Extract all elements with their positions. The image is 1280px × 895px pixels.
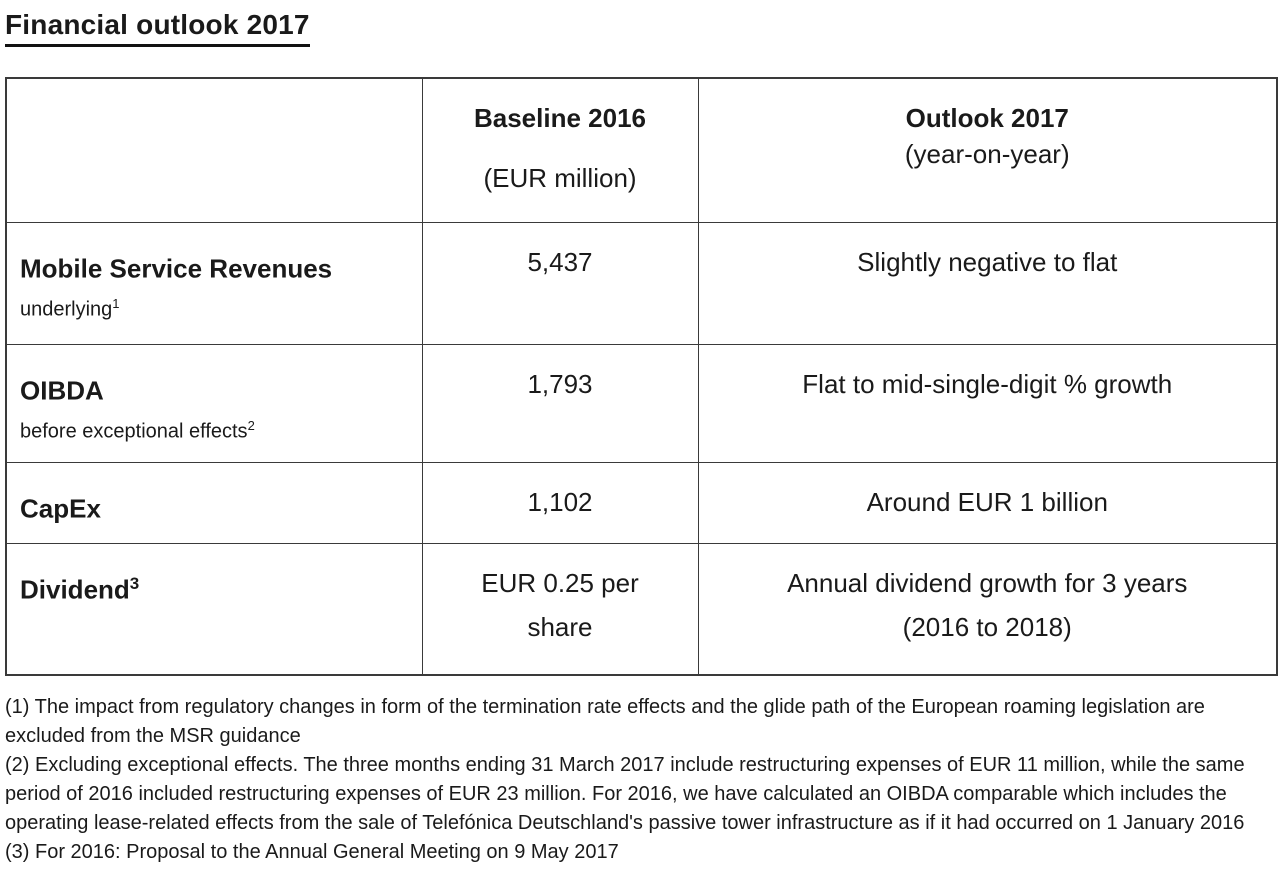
table-row-oibda: OIBDA before exceptional effects2 1,793 … <box>5 344 1278 464</box>
baseline-column-unit: (EUR million) <box>483 162 637 193</box>
dividend-outlook-cell: Annual dividend growth for 3 years (2016… <box>697 543 1278 676</box>
row-label: OIBDA <box>20 369 412 407</box>
baseline-value: 5,437 <box>527 247 593 278</box>
table-header-row: Baseline 2016 (EUR million) Outlook 2017… <box>5 77 1278 224</box>
financial-outlook-table: Baseline 2016 (EUR million) Outlook 2017… <box>5 76 1278 676</box>
row-label: Mobile Service Revenues <box>20 247 412 285</box>
baseline-column-title: Baseline 2016 <box>473 102 646 133</box>
baseline-value: 1,102 <box>527 487 593 518</box>
outlook-value: Flat to mid-single-digit % growth <box>802 369 1173 400</box>
oibda-label-cell: OIBDA before exceptional effects2 <box>5 344 423 464</box>
outlook-value: Annual dividend growth for 3 years <box>787 568 1188 599</box>
table-row-dividend: Dividend3 EUR 0.25 per share Annual divi… <box>5 543 1278 676</box>
header-empty-cell <box>5 77 423 224</box>
table-row-capex: CapEx 1,102 Around EUR 1 billion <box>5 462 1278 545</box>
row-label: CapEx <box>20 487 412 525</box>
row-label-superscript: 3 <box>129 574 140 594</box>
oibda-baseline-cell: 1,793 <box>421 344 699 464</box>
baseline-value-line2: share <box>527 612 593 643</box>
header-baseline-cell: Baseline 2016 (EUR million) <box>421 77 699 224</box>
baseline-value: EUR 0.25 per <box>481 568 639 599</box>
row-sublabel: before exceptional effects2 <box>20 414 412 444</box>
msr-baseline-cell: 5,437 <box>421 222 699 346</box>
footnote-2: (2) Excluding exceptional effects. The t… <box>5 753 1245 834</box>
table-row-mobile-service-revenues: Mobile Service Revenues underlying1 5,43… <box>5 222 1278 346</box>
msr-outlook-cell: Slightly negative to flat <box>697 222 1278 346</box>
capex-outlook-cell: Around EUR 1 billion <box>697 462 1278 545</box>
row-sublabel-text: before exceptional effects <box>20 420 248 443</box>
row-label-text: Dividend <box>20 574 130 605</box>
page-title: Financial outlook 2017 <box>5 8 310 47</box>
row-label: Dividend3 <box>20 568 412 606</box>
dividend-label-cell: Dividend3 <box>5 543 423 676</box>
row-sublabel-superscript: 2 <box>247 417 255 433</box>
outlook-value: Around EUR 1 billion <box>866 487 1108 518</box>
capex-label-cell: CapEx <box>5 462 423 545</box>
dividend-baseline-cell: EUR 0.25 per share <box>421 543 699 676</box>
outlook-value: Slightly negative to flat <box>857 247 1118 278</box>
baseline-value: 1,793 <box>527 369 593 400</box>
row-label-text: Mobile Service Revenues <box>20 253 333 284</box>
row-sublabel: underlying1 <box>20 292 412 322</box>
outlook-column-unit: (year-on-year) <box>904 138 1070 169</box>
capex-baseline-cell: 1,102 <box>421 462 699 545</box>
outlook-value-line2: (2016 to 2018) <box>902 612 1072 643</box>
footnote-3: (3) For 2016: Proposal to the Annual Gen… <box>5 840 619 863</box>
row-sublabel-superscript: 1 <box>112 295 120 311</box>
header-outlook-cell: Outlook 2017 (year-on-year) <box>697 77 1278 224</box>
msr-label-cell: Mobile Service Revenues underlying1 <box>5 222 423 346</box>
oibda-outlook-cell: Flat to mid-single-digit % growth <box>697 344 1278 464</box>
row-label-text: OIBDA <box>20 375 104 406</box>
footnotes-section: (1) The impact from regulatory changes i… <box>5 693 1273 867</box>
outlook-column-title: Outlook 2017 <box>905 102 1069 133</box>
row-label-text: CapEx <box>20 493 101 524</box>
footnote-1: (1) The impact from regulatory changes i… <box>5 695 1205 747</box>
row-sublabel-text: underlying <box>20 298 113 321</box>
